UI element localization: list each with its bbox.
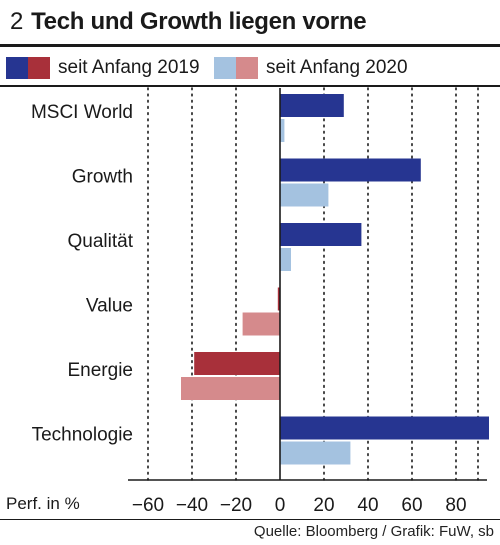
- x-tick-label-40: 40: [357, 495, 378, 516]
- x-tick-label-60: 60: [401, 495, 422, 516]
- category-label-technologie: Technologie: [32, 425, 133, 446]
- bar-technologie-2020: [280, 441, 351, 465]
- x-tick-label-20: 20: [313, 495, 334, 516]
- bar-energie-2019: [194, 352, 280, 375]
- chart-title-text: Tech und Growth liegen vorne: [31, 8, 367, 35]
- category-label-qualitat: Qualität: [68, 231, 134, 252]
- bar-growth-2020: [280, 183, 329, 207]
- source-credit: Quelle: Bloomberg / Grafik: FuW, sb: [253, 523, 494, 540]
- chart-number: 2: [10, 8, 24, 35]
- x-axis-label: Perf. in %: [6, 494, 80, 513]
- bar-energie-2020: [181, 377, 280, 400]
- category-label-value: Value: [86, 296, 133, 317]
- bar-growth-2019: [280, 158, 421, 182]
- bar-value-2019: [277, 287, 280, 311]
- legend-label-2020: seit Anfang 2020: [266, 57, 408, 78]
- bar-qualitat-2019: [280, 223, 362, 246]
- x-tick-label-80: 80: [445, 495, 466, 516]
- x-tick-label-0: 0: [275, 495, 286, 516]
- legend-item-2020: seit Anfang 2020: [214, 55, 408, 81]
- chart-title: 2 Tech und Growth liegen vorne: [10, 7, 367, 37]
- legend-swatch-2020-negative: [236, 57, 258, 79]
- legend-label-2019: seit Anfang 2019: [58, 57, 200, 78]
- title-rule: [0, 44, 500, 47]
- bar-qualitat-2020: [280, 248, 291, 271]
- legend-swatch-2019-positive: [6, 57, 28, 79]
- x-tick-label-neg40: −40: [176, 495, 208, 516]
- bar-msci-world-2019: [280, 94, 344, 117]
- category-label-growth: Growth: [72, 167, 133, 188]
- x-tick-label-neg60: −60: [132, 495, 164, 516]
- category-label-msci-world: MSCI World: [31, 102, 133, 123]
- legend-swatch-2020-positive: [214, 57, 236, 79]
- legend-rule: [0, 85, 500, 87]
- bar-technologie-2019: [280, 416, 489, 440]
- bar-value-2020: [242, 312, 280, 336]
- bar-msci-world-2020: [280, 119, 285, 142]
- legend-swatch-2019-negative: [28, 57, 50, 79]
- x-tick-label-neg20: −20: [220, 495, 252, 516]
- legend-item-2019: seit Anfang 2019: [6, 55, 200, 81]
- category-label-energie: Energie: [68, 360, 134, 381]
- source-rule: [0, 519, 500, 520]
